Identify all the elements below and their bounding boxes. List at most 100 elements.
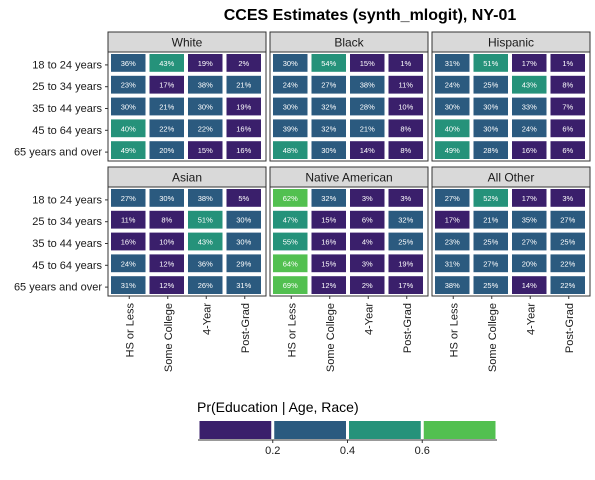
cell-label: 64% [283, 259, 298, 268]
heatmap-cell [388, 119, 423, 138]
heatmap-cell [550, 276, 585, 294]
cell-label: 24% [121, 259, 136, 268]
heatmap-cell [226, 276, 261, 294]
legend-swatch [349, 421, 421, 439]
cell-label: 30% [198, 103, 213, 112]
cell-label: 32% [398, 216, 413, 225]
cell-label: 62% [283, 194, 298, 203]
heatmap-cell [311, 254, 346, 273]
heatmap-cell [388, 75, 423, 94]
cell-label: 31% [445, 259, 460, 268]
cell-label: 14% [360, 146, 375, 155]
cell-label: 16% [321, 238, 336, 247]
heatmap-cell [512, 75, 547, 94]
heatmap-cell [188, 141, 223, 159]
cell-label: 22% [198, 124, 213, 133]
heatmap-cell [149, 119, 184, 138]
heatmap-cell [473, 210, 508, 229]
heatmap-cell [111, 232, 146, 251]
cell-label: 30% [159, 194, 174, 203]
heatmap-cell [311, 54, 346, 72]
cell-label: 32% [321, 124, 336, 133]
cell-label: 24% [522, 124, 537, 133]
cell-label: 20% [159, 146, 174, 155]
cell-label: 55% [283, 238, 298, 247]
cell-label: 27% [121, 194, 136, 203]
heatmap-cell [512, 141, 547, 159]
cell-label: 12% [321, 281, 336, 290]
cell-label: 6% [562, 146, 573, 155]
panel-strip-label: Asian [172, 171, 202, 185]
row-label: 45 to 64 years [32, 125, 102, 137]
cell-label: 32% [321, 194, 336, 203]
heatmap-cell [550, 189, 585, 207]
heatmap-cell [311, 189, 346, 207]
cell-label: 22% [560, 281, 575, 290]
heatmap-cell [226, 210, 261, 229]
row-label: 25 to 34 years [32, 81, 102, 93]
heatmap-cell [226, 189, 261, 207]
col-label: Post-Grad [402, 303, 414, 353]
heatmap-cell [350, 210, 385, 229]
cell-label: 21% [483, 216, 498, 225]
col-label: Post-Grad [564, 303, 576, 353]
heatmap-cell [188, 54, 223, 72]
heatmap-cell [311, 276, 346, 294]
heatmap-cell [473, 54, 508, 72]
cell-label: 30% [121, 103, 136, 112]
cell-label: 24% [445, 81, 460, 90]
col-label: HS or Less [286, 303, 298, 358]
heatmap-cell [273, 119, 308, 138]
cell-label: 16% [236, 124, 251, 133]
heatmap-cell [550, 54, 585, 72]
panel-strip-label: Native American [305, 171, 392, 185]
cell-label: 22% [560, 259, 575, 268]
heatmap-cell [350, 97, 385, 116]
heatmap-cell [435, 210, 470, 229]
heatmap-cell [111, 189, 146, 207]
heatmap-cell [388, 97, 423, 116]
panel-strip-label: Hispanic [488, 36, 534, 50]
cell-label: 8% [161, 216, 172, 225]
cell-label: 30% [283, 103, 298, 112]
cell-label: 33% [522, 103, 537, 112]
heatmap-cell [188, 119, 223, 138]
cell-label: 49% [121, 146, 136, 155]
cell-label: 31% [236, 281, 251, 290]
heatmap-cell [350, 254, 385, 273]
heatmap-cell [188, 276, 223, 294]
cell-label: 21% [236, 81, 251, 90]
cell-label: 6% [562, 124, 573, 133]
heatmap-cell [149, 189, 184, 207]
heatmap-cell [226, 254, 261, 273]
panel-black: Black 30% 54% 15% 1% 24% 27% 38% 11% 30% 32% 28% 10%… [269, 31, 429, 162]
col-label: Some College [487, 303, 499, 372]
heatmap-cell [388, 276, 423, 294]
heatmap-cell [550, 141, 585, 159]
cell-label: 3% [400, 194, 411, 203]
cell-label: 19% [236, 103, 251, 112]
heatmap-cell [188, 232, 223, 251]
cell-label: 10% [159, 238, 174, 247]
cell-label: 28% [360, 103, 375, 112]
col-label: Some College [163, 303, 175, 372]
cell-label: 2% [362, 281, 373, 290]
cell-label: 51% [198, 216, 213, 225]
cell-label: 30% [321, 146, 336, 155]
heatmap-cell [435, 232, 470, 251]
cell-label: 24% [283, 81, 298, 90]
panel-native-american: Native American 62% 32% 3% 3% 47% 15% 6% 32% 55% 1… [269, 166, 429, 372]
cell-label: 43% [159, 59, 174, 68]
cell-label: 3% [562, 194, 573, 203]
heatmap-cell [188, 189, 223, 207]
heatmap-cell [273, 97, 308, 116]
panels-layer: White 36% 43% 19% 2% 23% 17% 38% 21% 30% 21% 30% 19%… [14, 31, 591, 372]
heatmap-cell [435, 189, 470, 207]
heatmap-cell [350, 189, 385, 207]
cell-label: 47% [283, 216, 298, 225]
heatmap-cell [512, 276, 547, 294]
heatmap-cell [311, 232, 346, 251]
chart-title: CCES Estimates (synth_mlogit), NY-01 [224, 7, 517, 24]
heatmap-cell [149, 276, 184, 294]
cell-label: 36% [198, 259, 213, 268]
